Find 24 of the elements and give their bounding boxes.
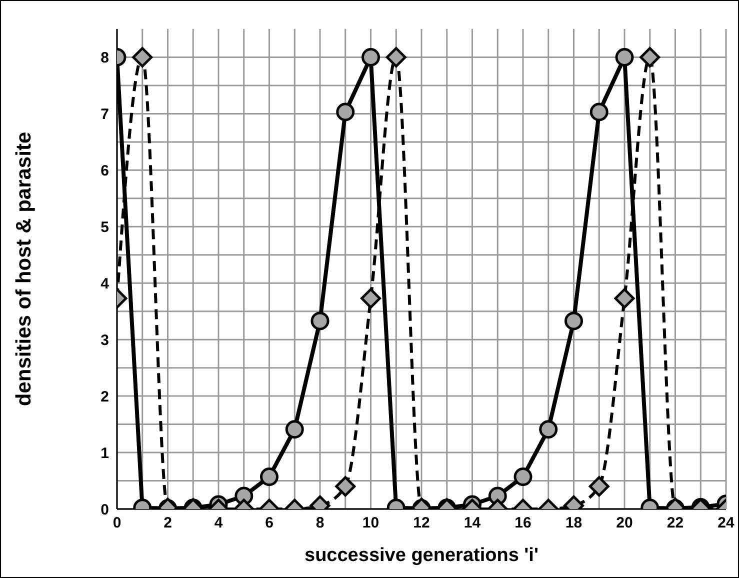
x-tick-label: 10 xyxy=(362,514,380,532)
y-axis-title: densities of host & parasite xyxy=(12,132,36,406)
x-tick-label: 18 xyxy=(565,514,582,532)
x-tick-label: 4 xyxy=(214,514,224,532)
y-tick-label: 1 xyxy=(100,444,109,462)
y-tick-label: 8 xyxy=(100,50,109,67)
x-tick-label: 24 xyxy=(718,514,735,532)
y-tick-label: 5 xyxy=(100,218,109,236)
x-tick-label: 8 xyxy=(316,514,324,532)
y-tick-label: 6 xyxy=(100,162,109,180)
x-tick-label: 14 xyxy=(464,514,482,532)
y-tick-label: 4 xyxy=(100,275,110,292)
x-tick-label: 6 xyxy=(265,514,274,532)
x-tick-label: 16 xyxy=(514,514,532,532)
y-tick-label: 3 xyxy=(100,332,109,349)
x-tick-label: 0 xyxy=(112,514,122,532)
x-tick-label: 2 xyxy=(164,514,172,532)
x-tick-label: 22 xyxy=(666,514,684,532)
y-tick-label: 7 xyxy=(100,106,109,124)
x-tick-label: 12 xyxy=(413,514,430,532)
x-tick-label: 20 xyxy=(616,514,633,532)
y-tick-label: 2 xyxy=(100,388,109,406)
y-tick-label: 0 xyxy=(100,501,109,518)
x-axis-title: successive generations 'i' xyxy=(304,545,538,566)
